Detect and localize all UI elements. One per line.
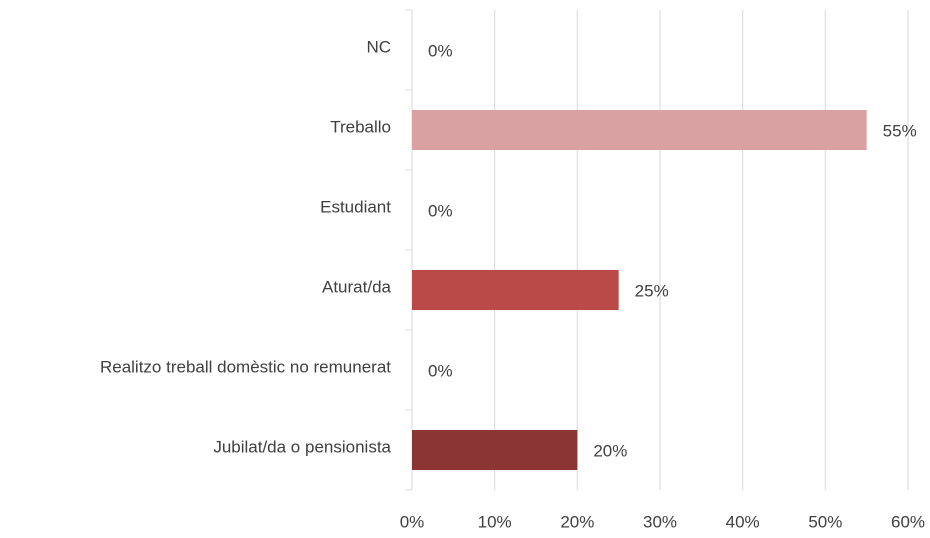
data-label: 0%: [428, 41, 453, 60]
x-tick-label: 60%: [891, 512, 925, 531]
y-tick-label: NC: [366, 37, 391, 56]
x-tick-label: 50%: [808, 512, 842, 531]
data-label: 0%: [428, 201, 453, 220]
x-tick-label: 30%: [643, 512, 677, 531]
bar: [412, 430, 578, 470]
data-label: 20%: [593, 441, 627, 460]
x-tick-label: 10%: [478, 512, 512, 531]
data-label: 55%: [883, 121, 917, 140]
bar: [412, 110, 867, 150]
y-tick-label: Realitzo treball domèstic no remunerat: [100, 357, 391, 376]
data-label: 25%: [635, 281, 669, 300]
x-tick-label: 0%: [400, 512, 425, 531]
y-tick-label: Treballo: [330, 117, 391, 136]
y-tick-label: Estudiant: [320, 197, 391, 216]
y-tick-label: Aturat/da: [322, 277, 392, 296]
bar: [412, 270, 619, 310]
y-tick-label: Jubilat/da o pensionista: [213, 437, 391, 456]
x-tick-label: 20%: [560, 512, 594, 531]
data-label: 0%: [428, 361, 453, 380]
x-tick-label: 40%: [726, 512, 760, 531]
